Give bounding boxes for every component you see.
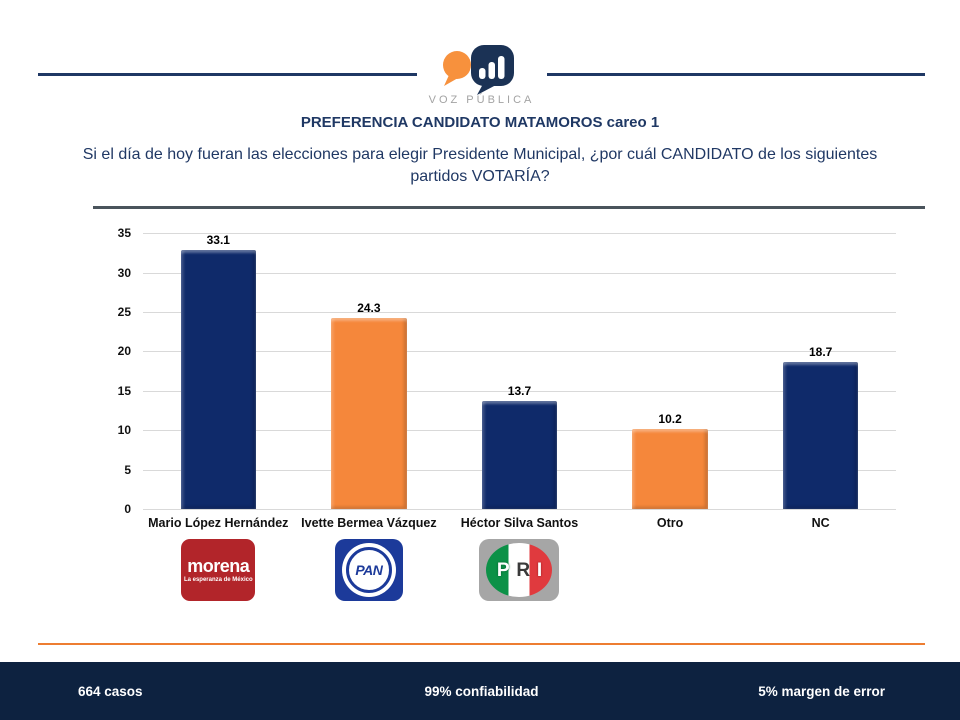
bar-slot: 24.3 (294, 233, 445, 510)
bar-slot: 13.7 (444, 233, 595, 510)
y-tick-label: 5 (124, 462, 131, 477)
page-title: PREFERENCIA CANDIDATO MATAMOROS careo 1 (300, 114, 660, 131)
bar-value-label: 13.7 (507, 384, 532, 399)
party-logos-row: morena La esperanza de México PAN P (143, 539, 896, 603)
gridline (143, 390, 896, 392)
category-label: Otro (656, 516, 684, 531)
orange-rule (38, 643, 925, 645)
bar-slot: 10.2 (595, 233, 746, 510)
bar (180, 250, 256, 510)
morena-logo: morena La esperanza de México (181, 539, 256, 602)
bar-slot: 33.1 (143, 233, 294, 510)
gridline (143, 272, 896, 274)
morena-tagline: La esperanza de México (183, 577, 253, 584)
y-tick-label: 25 (117, 305, 131, 319)
y-axis: 0 5 10 15 20 25 30 35 (100, 226, 143, 516)
bar-value-label: 18.7 (808, 344, 833, 359)
category-label: Héctor Silva Santos (460, 516, 579, 531)
pan-name: PAN (355, 562, 383, 579)
footer: 664 casos 99% confiabilidad 5% margen de… (0, 662, 960, 720)
bars-row: 33.1 24.3 13.7 10.2 18.7 (143, 233, 896, 510)
y-tick-label: 30 (117, 265, 131, 280)
bar-slot: 18.7 (745, 233, 896, 510)
morena-name: morena (187, 556, 250, 577)
header: VOZ PÚBLICA (38, 44, 925, 106)
bar (783, 361, 859, 510)
bar-chart: 0 5 10 15 20 25 30 35 33.1 24.3 13.7 10.2 18.7 Mari… (100, 226, 896, 603)
divider-rule (93, 206, 925, 210)
pri-logo: P R I (479, 539, 560, 602)
y-tick-label: 35 (117, 226, 131, 241)
category-label: NC (811, 516, 830, 531)
header-rule-right (546, 73, 925, 76)
bar (632, 428, 708, 510)
plot-area: 33.1 24.3 13.7 10.2 18.7 (143, 233, 896, 511)
header-rule-left (38, 73, 417, 76)
y-tick-label: 15 (117, 383, 131, 398)
y-tick-label: 0 (124, 502, 131, 517)
margin-of-error: 5% margen de error (758, 683, 885, 699)
pri-letter-i: I (536, 559, 543, 581)
category-label: Mario López Hernández (148, 516, 289, 531)
bar (481, 401, 558, 510)
y-tick-label: 20 (117, 344, 131, 359)
sample-size: 664 casos (78, 683, 143, 699)
gridline (143, 351, 896, 353)
gridline (143, 509, 896, 511)
survey-question: Si el día de hoy fueran las elecciones p… (82, 146, 878, 186)
pri-letter-r: R (516, 559, 531, 581)
pri-letter-p: P (496, 559, 510, 581)
bar-value-label: 33.1 (206, 233, 230, 248)
voz-publica-logo: VOZ PÚBLICA (417, 44, 547, 106)
x-axis-labels: Mario López Hernández Ivette Bermea Vázqu… (143, 516, 896, 530)
speech-bubbles-chart-icon (442, 45, 514, 95)
gridline (143, 312, 896, 313)
brand-name: VOZ PÚBLICA (428, 94, 535, 106)
category-label: Ivette Bermea Vázquez (301, 516, 437, 531)
gridline (143, 233, 896, 235)
pan-logo: PAN (334, 539, 403, 602)
confidence-level: 99% confiabilidad (424, 683, 539, 699)
bar (331, 317, 407, 510)
y-tick-label: 10 (117, 423, 131, 438)
bar-value-label: 24.3 (357, 300, 381, 315)
bar-value-label: 10.2 (658, 411, 682, 426)
